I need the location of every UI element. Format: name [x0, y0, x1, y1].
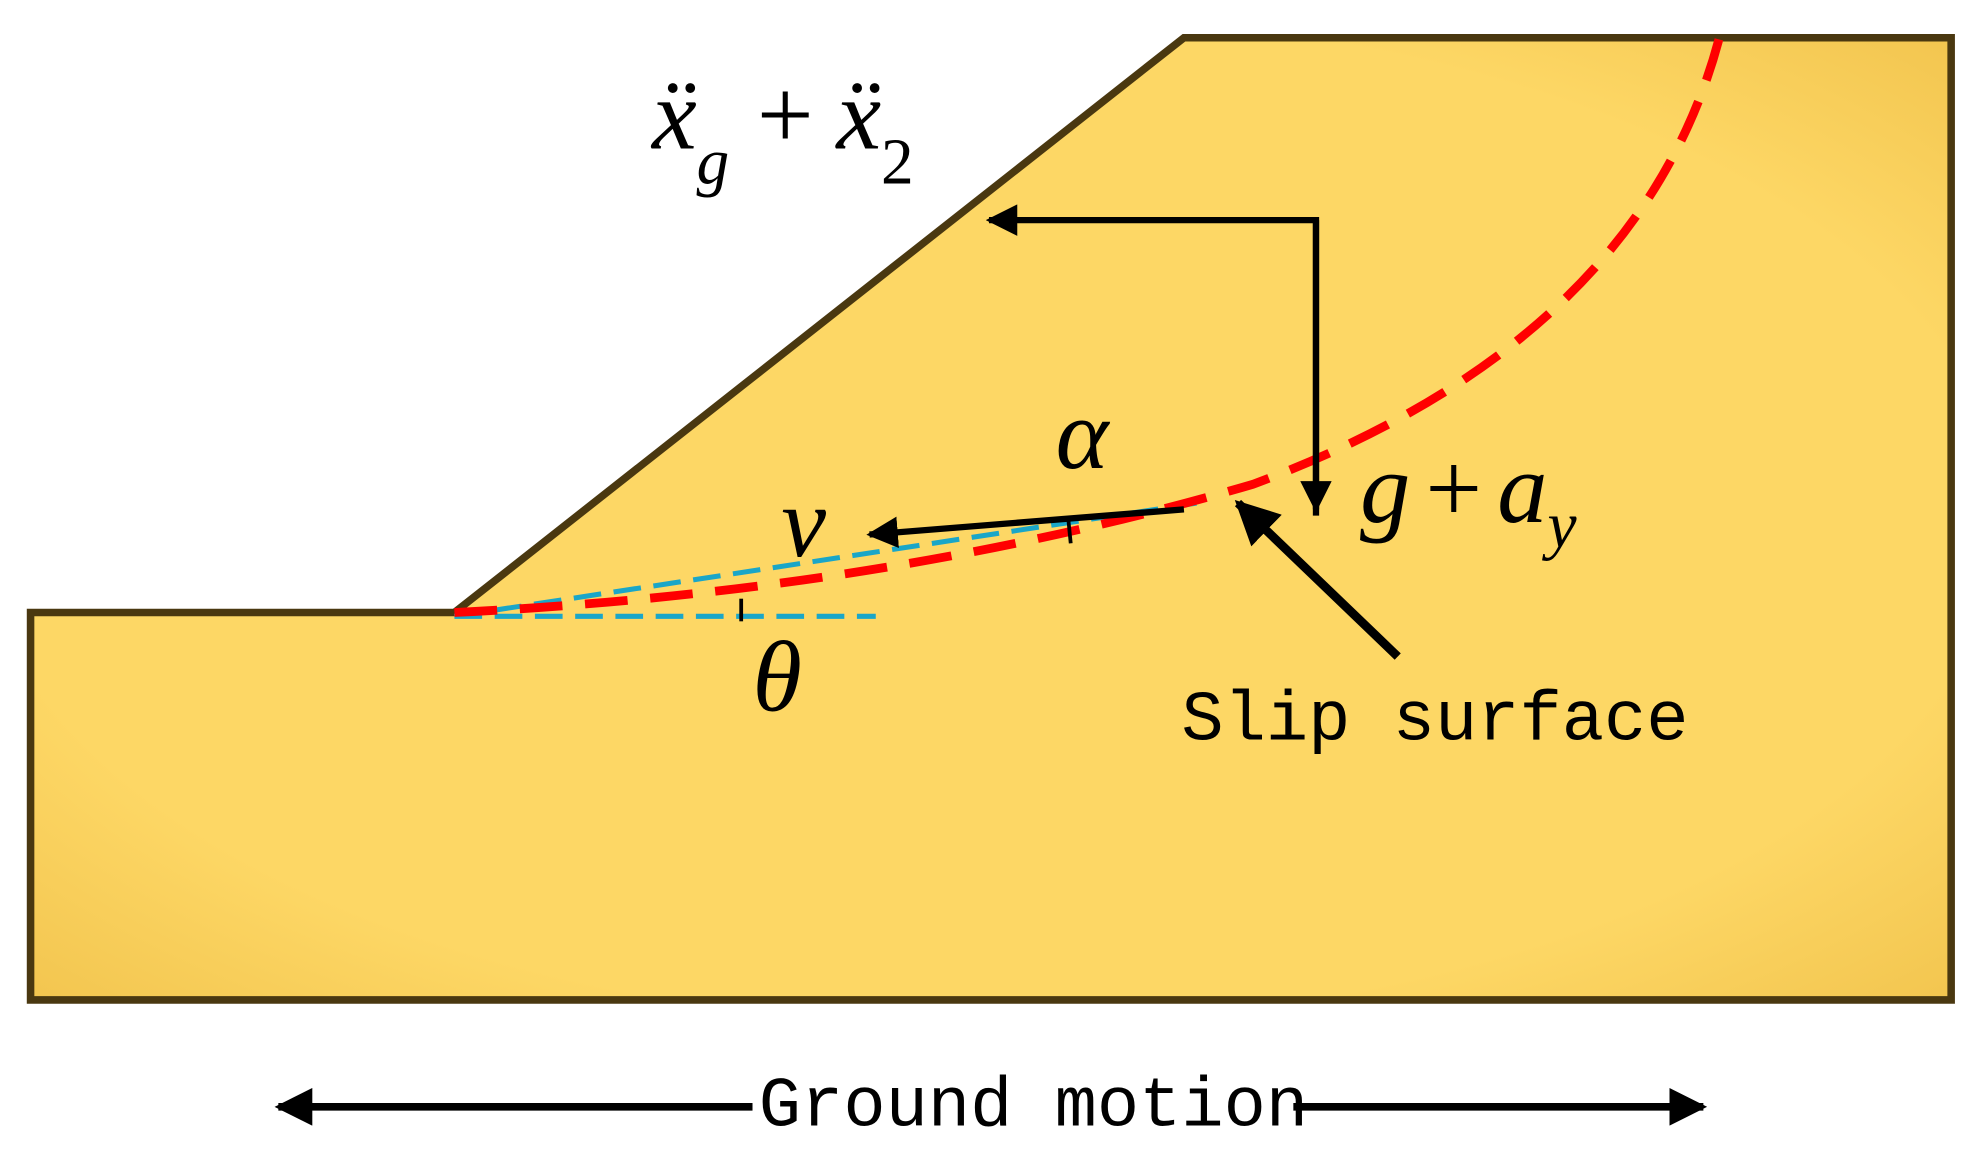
slip-pointer	[1234, 499, 1401, 660]
velocity-arrow	[866, 506, 1185, 548]
ground-motion-label: Ground motion	[759, 1068, 1308, 1148]
acceleration-label: ẍg + ẍ2	[650, 58, 914, 198]
velocity-label: v	[781, 466, 826, 578]
alpha-tick	[1066, 518, 1073, 544]
slip-surface-curve	[454, 30, 1726, 617]
theta-label: θ	[753, 621, 802, 733]
alpha-label: α	[1056, 378, 1111, 490]
gravity-label: g + ay	[1360, 432, 1578, 562]
slip-surface-label: Slip surface	[1181, 682, 1688, 762]
cyan-chord	[454, 500, 1197, 619]
